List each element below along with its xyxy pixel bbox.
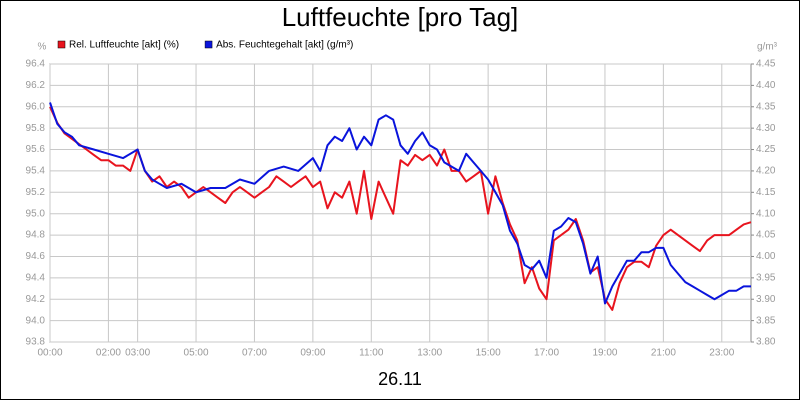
- chart-title: Luftfeuchte [pro Tag]: [282, 2, 519, 32]
- y2-tick-label: 4.35: [756, 101, 776, 112]
- y2-tick-label: 4.00: [756, 251, 776, 262]
- x-tick-label: 09:00: [300, 348, 325, 359]
- y2-tick-label: 3.95: [756, 272, 776, 283]
- y2-tick-label: 4.25: [756, 144, 776, 155]
- y2-tick-label: 4.10: [756, 208, 776, 219]
- x-tick-label: 00:00: [37, 348, 62, 359]
- y-tick-label: 95.4: [26, 166, 46, 177]
- legend-label: Rel. Luftfeuchte [akt] (%): [69, 40, 179, 51]
- y-tick-label: 96.2: [26, 80, 46, 91]
- y2-tick-label: 3.80: [756, 337, 776, 348]
- x-tick-label: 07:00: [242, 348, 267, 359]
- legend-label: Abs. Feuchtegehalt [akt] (g/m³): [216, 40, 353, 51]
- y-axis-label: %: [38, 42, 47, 53]
- y2-tick-label: 4.20: [756, 166, 776, 177]
- y2-tick-label: 3.85: [756, 315, 776, 326]
- y-tick-label: 94.2: [26, 294, 46, 305]
- y-tick-label: 94.8: [26, 230, 46, 241]
- x-tick-label: 13:00: [417, 348, 442, 359]
- y-tick-label: 94.4: [26, 272, 46, 283]
- legend-swatch: [204, 40, 213, 49]
- y2-tick-label: 4.15: [756, 187, 776, 198]
- y-tick-label: 96.4: [26, 59, 46, 70]
- y2-tick-label: 4.30: [756, 123, 776, 134]
- y-tick-label: 95.2: [26, 187, 46, 198]
- y2-tick-label: 3.90: [756, 294, 776, 305]
- plot-area: [49, 63, 752, 343]
- y2-tick-label: 4.45: [756, 59, 776, 70]
- y2-tick-label: 4.05: [756, 230, 776, 241]
- data-line: [49, 102, 751, 305]
- x-tick-label: 02:00: [96, 348, 121, 359]
- x-tick-label: 17:00: [534, 348, 559, 359]
- y-tick-label: 94.6: [26, 251, 46, 262]
- y-tick-label: 93.8: [26, 337, 46, 348]
- y2-tick-label: 4.40: [756, 80, 776, 91]
- y-tick-label: 94.0: [26, 315, 46, 326]
- x-tick-label: 21:00: [651, 348, 676, 359]
- x-tick-label: 15:00: [476, 348, 501, 359]
- y-tick-label: 95.0: [26, 208, 46, 219]
- x-tick-label: 11:00: [359, 348, 384, 359]
- x-tick-label: 05:00: [184, 348, 209, 359]
- y-tick-label: 95.8: [26, 123, 46, 134]
- x-tick-label: 19:00: [592, 348, 617, 359]
- y-tick-label: 96.0: [26, 101, 46, 112]
- x-axis-label: 26.11: [378, 369, 422, 389]
- y2-axis-label: g/m³: [757, 42, 778, 53]
- x-tick-label: 03:00: [125, 348, 150, 359]
- y-tick-label: 95.6: [26, 144, 46, 155]
- x-tick-label: 23:00: [709, 348, 734, 359]
- legend-swatch: [57, 40, 66, 49]
